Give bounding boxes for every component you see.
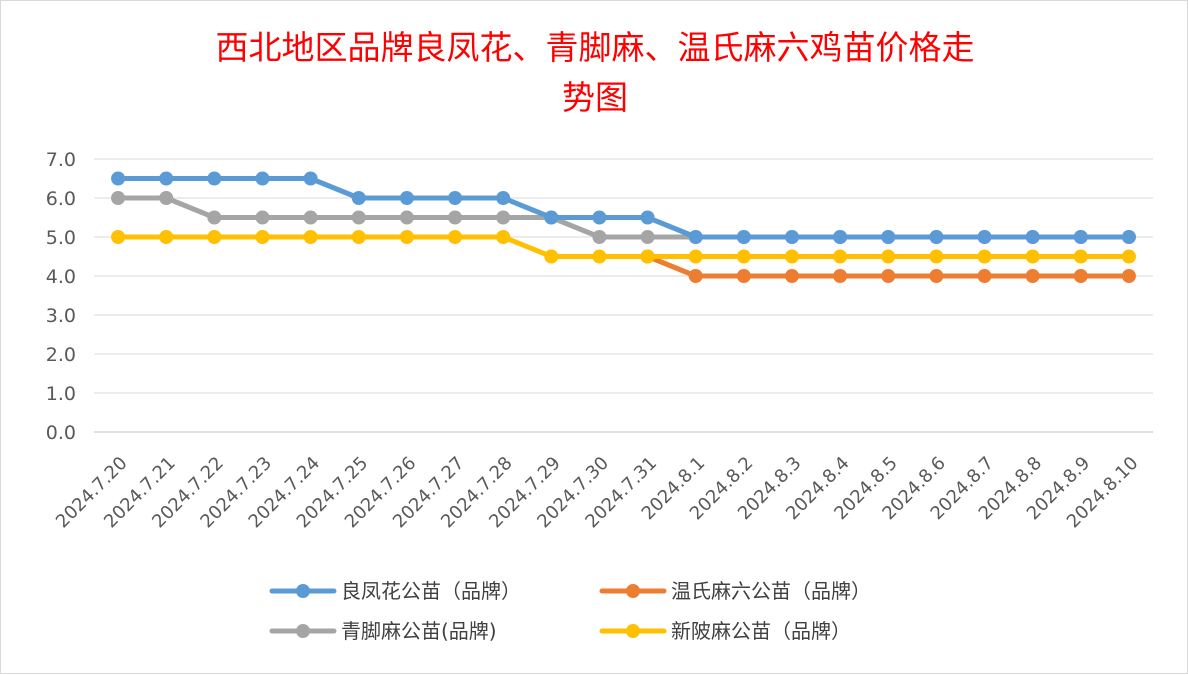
data-point xyxy=(688,269,703,283)
data-point xyxy=(399,210,414,225)
data-point xyxy=(1025,249,1040,264)
data-point xyxy=(207,210,222,225)
series-3 xyxy=(111,230,1136,264)
legend-item: 温氏麻六公苗（品牌） xyxy=(599,579,871,603)
data-point xyxy=(592,210,607,225)
data-point xyxy=(977,230,992,244)
data-point xyxy=(736,230,751,244)
legend-item: 青脚麻公苗(品牌) xyxy=(269,619,497,643)
data-point xyxy=(544,210,559,225)
y-tick-label: 1.0 xyxy=(46,383,76,405)
chart-title-line-1: 西北地区品牌良凤花、青脚麻、温氏麻六鸡苗价格走 xyxy=(216,28,975,67)
legend-label: 新陂麻公苗（品牌） xyxy=(671,619,851,643)
data-point xyxy=(784,230,799,244)
y-tick-label: 5.0 xyxy=(46,227,76,249)
legend-label: 良凤花公苗（品牌） xyxy=(341,579,521,603)
data-point xyxy=(929,269,944,283)
data-point xyxy=(1121,249,1136,264)
data-point xyxy=(448,230,463,244)
data-point xyxy=(784,249,799,264)
data-point xyxy=(929,230,944,244)
data-point xyxy=(255,230,270,244)
series-line xyxy=(115,234,1132,259)
y-axis-ticks: 0.0 1.0 2.0 3.0 4.0 5.0 6.0 7.0 xyxy=(46,149,76,444)
data-point xyxy=(833,230,848,244)
data-point xyxy=(111,230,126,244)
legend-marker xyxy=(296,584,310,598)
series-1 xyxy=(640,249,1136,283)
data-point xyxy=(111,171,126,186)
data-point xyxy=(1073,230,1088,244)
data-point xyxy=(159,171,174,186)
data-point xyxy=(1025,269,1040,283)
data-point xyxy=(736,249,751,264)
data-point xyxy=(881,269,896,283)
data-point xyxy=(640,210,655,225)
data-point xyxy=(592,230,607,244)
data-point xyxy=(351,191,366,205)
data-point xyxy=(977,249,992,264)
data-point xyxy=(303,210,318,225)
data-point xyxy=(496,210,511,225)
data-point xyxy=(496,230,511,244)
data-point xyxy=(1121,230,1136,244)
data-point xyxy=(159,230,174,244)
data-point xyxy=(496,191,511,205)
data-point xyxy=(881,249,896,264)
legend-marker xyxy=(296,624,310,638)
data-point xyxy=(640,230,655,244)
data-point xyxy=(544,249,559,264)
data-point xyxy=(736,269,751,283)
y-tick-label: 2.0 xyxy=(46,344,76,366)
legend-item: 良凤花公苗（品牌） xyxy=(269,579,521,603)
data-point xyxy=(1121,269,1136,283)
data-point xyxy=(448,210,463,225)
data-point xyxy=(399,230,414,244)
data-point xyxy=(1073,249,1088,264)
legend-label: 青脚麻公苗(品牌) xyxy=(341,619,497,643)
data-point xyxy=(303,230,318,244)
data-point xyxy=(688,249,703,264)
data-point xyxy=(833,269,848,283)
series-0 xyxy=(111,171,1136,244)
grid xyxy=(94,158,1153,433)
data-point xyxy=(833,249,848,264)
legend-marker xyxy=(626,584,640,598)
data-point xyxy=(159,191,174,205)
data-point xyxy=(207,230,222,244)
data-point xyxy=(255,171,270,186)
legend-label: 温氏麻六公苗（品牌） xyxy=(671,579,871,603)
data-point xyxy=(1073,269,1088,283)
legend: 良凤花公苗（品牌） 温氏麻六公苗（品牌） 青脚麻公苗(品牌) 新陂麻公苗（品牌） xyxy=(269,579,871,643)
y-tick-label: 6.0 xyxy=(46,188,76,210)
data-point xyxy=(351,210,366,225)
legend-item: 新陂麻公苗（品牌） xyxy=(599,619,851,643)
data-point xyxy=(303,171,318,186)
data-point xyxy=(448,191,463,205)
y-tick-label: 4.0 xyxy=(46,266,76,288)
series-lines xyxy=(111,171,1136,283)
data-point xyxy=(640,249,655,264)
legend-marker xyxy=(626,624,640,638)
data-point xyxy=(929,249,944,264)
y-tick-label: 0.0 xyxy=(46,422,76,444)
data-point xyxy=(784,269,799,283)
data-point xyxy=(111,191,126,205)
data-point xyxy=(592,249,607,264)
data-point xyxy=(399,191,414,205)
y-tick-label: 7.0 xyxy=(46,149,76,171)
x-axis-ticks: 2024.7.202024.7.212024.7.222024.7.232024… xyxy=(52,453,1142,533)
data-point xyxy=(351,230,366,244)
data-point xyxy=(1025,230,1040,244)
series-line xyxy=(115,176,1132,240)
data-point xyxy=(977,269,992,283)
data-point xyxy=(881,230,896,244)
data-point xyxy=(255,210,270,225)
chart-title-line-2: 势图 xyxy=(562,78,628,117)
data-point xyxy=(207,171,222,186)
y-tick-label: 3.0 xyxy=(46,305,76,327)
data-point xyxy=(688,230,703,244)
